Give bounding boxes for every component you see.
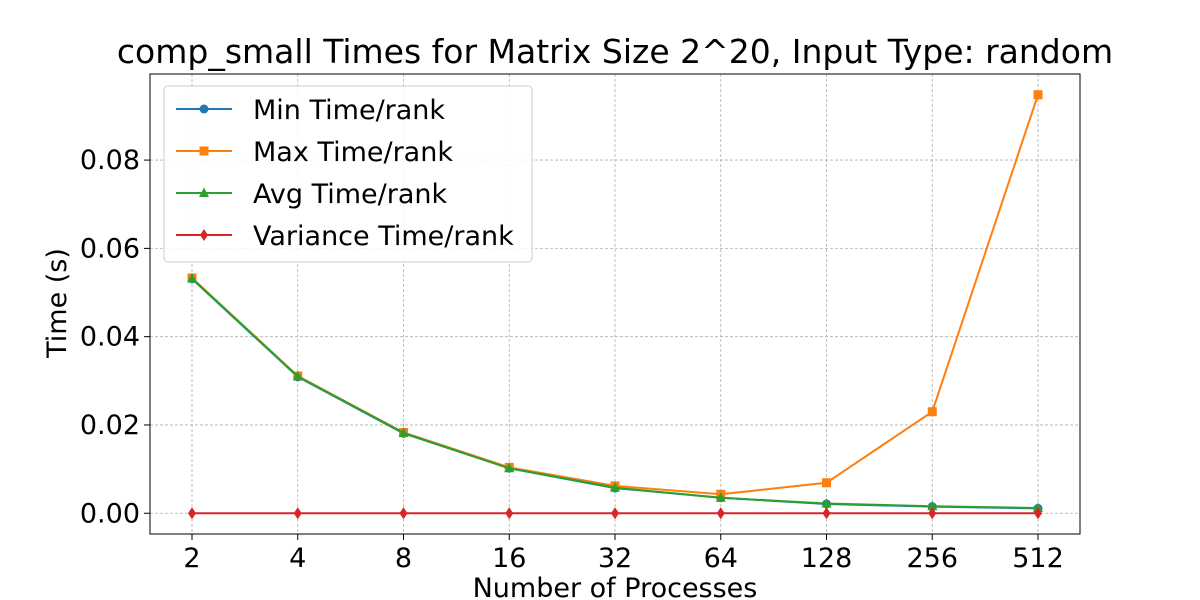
legend-marker-max-time-rank — [199, 146, 209, 156]
data-point-avg-time-rank — [1033, 502, 1043, 512]
data-point-variance-time-rank — [399, 507, 408, 520]
y-tick-label: 0.06 — [80, 233, 140, 264]
plot-frame — [149, 73, 1081, 535]
y-tick-label: 0.08 — [80, 145, 140, 176]
data-point-variance-time-rank — [716, 507, 725, 520]
legend-marker-avg-time-rank — [199, 187, 209, 197]
data-point-avg-time-rank — [504, 462, 515, 473]
y-tick-label: 0.04 — [80, 322, 140, 353]
x-tick-label: 2 — [183, 543, 200, 574]
data-point-avg-time-rank — [927, 500, 938, 511]
data-point-max-time-rank — [1033, 90, 1043, 100]
series-layer — [187, 90, 1043, 520]
x-tick-label: 8 — [395, 543, 412, 574]
x-tick-label: 32 — [598, 543, 632, 574]
x-axis-label: Number of Processes — [473, 573, 758, 600]
data-point-variance-time-rank — [611, 507, 619, 520]
y-tick-label: 0.02 — [80, 410, 140, 441]
data-point-avg-time-rank — [292, 370, 303, 381]
data-point-avg-time-rank — [821, 498, 832, 508]
data-point-max-time-rank — [927, 407, 937, 417]
data-point-avg-time-rank — [187, 272, 197, 283]
legend-label-max-time-rank: Max Time/rank — [253, 137, 453, 168]
series-variance-time-rank — [188, 507, 1042, 520]
data-point-variance-time-rank — [188, 507, 196, 520]
data-point-avg-time-rank — [610, 482, 620, 492]
data-point-max-time-rank — [822, 478, 831, 488]
chart-title: comp_small Times for Matrix Size 2^20, I… — [117, 32, 1113, 71]
data-point-variance-time-rank — [293, 507, 302, 520]
data-point-variance-time-rank — [505, 507, 514, 520]
series-avg-time-rank — [187, 272, 1043, 512]
y-axis-label: Time (s) — [42, 248, 73, 359]
legend-box — [163, 85, 533, 263]
data-point-variance-time-rank — [822, 507, 831, 520]
legend-label-min-time-rank: Min Time/rank — [253, 95, 445, 126]
legend: Min Time/rank Max Time/rank Avg Time/rank V… — [163, 85, 533, 263]
x-tick-label: 128 — [801, 543, 853, 574]
y-tick-label: 0.00 — [80, 498, 140, 529]
legend-marker-variance-time-rank — [200, 229, 208, 241]
x-tick-label: 256 — [906, 543, 958, 574]
axes: 2 4 8 16 32 64 128 256 512 0.00 0.02 0.04 0.06 0.08 — [80, 73, 1081, 574]
legend-label-avg-time-rank: Avg Time/rank — [253, 179, 448, 210]
data-point-variance-time-rank — [928, 507, 937, 520]
x-tick-label: 16 — [492, 543, 526, 574]
x-tick-label: 64 — [704, 543, 738, 574]
data-point-avg-time-rank — [715, 492, 726, 502]
legend-label-variance-time-rank: Variance Time/rank — [253, 221, 514, 252]
x-tick-label: 512 — [1012, 543, 1064, 574]
data-point-avg-time-rank — [398, 427, 409, 437]
data-point-variance-time-rank — [1034, 507, 1042, 520]
x-tick-label: 4 — [289, 543, 306, 574]
legend-marker-min-time-rank — [199, 104, 209, 114]
